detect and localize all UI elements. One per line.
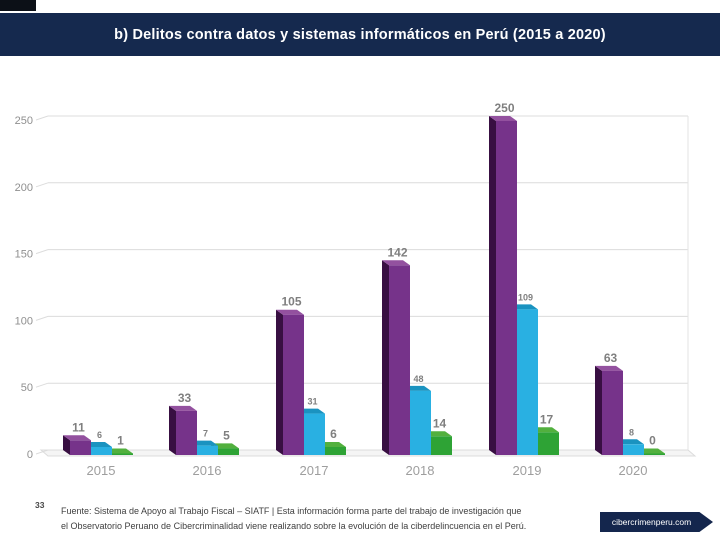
y-tick-label: 250 xyxy=(15,115,33,127)
bar-top-face xyxy=(595,365,623,371)
bar-value-label: 5 xyxy=(223,428,230,442)
bar xyxy=(91,446,112,455)
website-badge-label: cibercrimenperu.com xyxy=(611,517,692,527)
x-axis-label: 2019 xyxy=(513,463,542,478)
x-axis-label: 2018 xyxy=(406,463,435,478)
footnote-number: 33 xyxy=(35,500,45,510)
axis-tick xyxy=(35,382,49,388)
bar-top-face xyxy=(169,405,197,411)
bar-side-face xyxy=(169,405,176,455)
bar-side-face xyxy=(595,365,602,455)
bar xyxy=(538,432,559,455)
bar-top-face xyxy=(382,260,410,266)
axis-tick xyxy=(35,182,49,188)
bar-value-label: 17 xyxy=(540,412,554,426)
bar xyxy=(496,121,517,455)
source-text: Fuente: Sistema de Apoyo al Trabajo Fisc… xyxy=(61,504,601,533)
y-tick-label: 200 xyxy=(15,182,33,194)
bar-side-face xyxy=(489,116,496,455)
bar xyxy=(325,446,346,455)
bar-value-label: 31 xyxy=(307,397,317,407)
bar xyxy=(283,314,304,455)
bar-value-label: 11 xyxy=(72,420,85,434)
bar xyxy=(602,370,623,455)
bar xyxy=(644,453,665,455)
x-axis-label: 2017 xyxy=(300,463,329,478)
bar-value-label: 48 xyxy=(413,374,423,384)
x-axis-label: 2020 xyxy=(619,463,648,478)
bar-value-label: 63 xyxy=(604,351,618,365)
bar xyxy=(70,440,91,455)
bar-value-label: 6 xyxy=(97,430,102,440)
bar-side-face xyxy=(382,260,389,455)
bar xyxy=(410,390,431,455)
bar-value-label: 0 xyxy=(649,434,656,448)
bar-value-label: 14 xyxy=(433,416,447,430)
bar-top-face xyxy=(489,116,517,121)
bar xyxy=(389,265,410,455)
title-bar: b) Delitos contra datos y sistemas infor… xyxy=(0,13,720,56)
bar xyxy=(304,413,325,455)
y-tick-label: 0 xyxy=(27,449,33,461)
website-badge: cibercrimenperu.com xyxy=(600,512,713,532)
axis-tick xyxy=(35,449,49,455)
axis-tick xyxy=(35,315,49,321)
bar-value-label: 250 xyxy=(494,101,514,115)
bar-value-label: 6 xyxy=(330,427,337,441)
bar-value-label: 109 xyxy=(518,292,533,302)
corner-block xyxy=(0,0,36,11)
bar-value-label: 33 xyxy=(178,391,192,405)
bar xyxy=(623,444,644,455)
bar xyxy=(197,445,218,455)
bar-value-label: 8 xyxy=(629,427,634,437)
y-tick-label: 50 xyxy=(21,382,33,394)
bar-side-face xyxy=(63,435,70,455)
bar xyxy=(431,436,452,455)
bar xyxy=(176,410,197,455)
x-axis-label: 2016 xyxy=(193,463,222,478)
bar-top-face xyxy=(276,309,304,315)
bar-side-face xyxy=(276,309,283,455)
chart-title: b) Delitos contra datos y sistemas infor… xyxy=(114,26,606,43)
axis-tick xyxy=(35,115,49,121)
x-axis-label: 2015 xyxy=(87,463,116,478)
bar-value-label: 105 xyxy=(281,295,301,309)
bar-value-label: 142 xyxy=(387,245,407,259)
bar xyxy=(218,448,239,455)
bar xyxy=(112,453,133,455)
y-tick-label: 150 xyxy=(15,249,33,261)
source-line-1: Fuente: Sistema de Apoyo al Trabajo Fisc… xyxy=(61,506,522,516)
source-line-2: el Observatorio Peruano de Cibercriminal… xyxy=(61,520,527,531)
bar xyxy=(517,309,538,455)
y-tick-label: 100 xyxy=(15,315,33,327)
bar-value-label: 7 xyxy=(203,429,208,439)
bar-top-face xyxy=(63,435,91,441)
axis-tick xyxy=(35,249,49,255)
bar-value-label: 1 xyxy=(117,434,124,448)
